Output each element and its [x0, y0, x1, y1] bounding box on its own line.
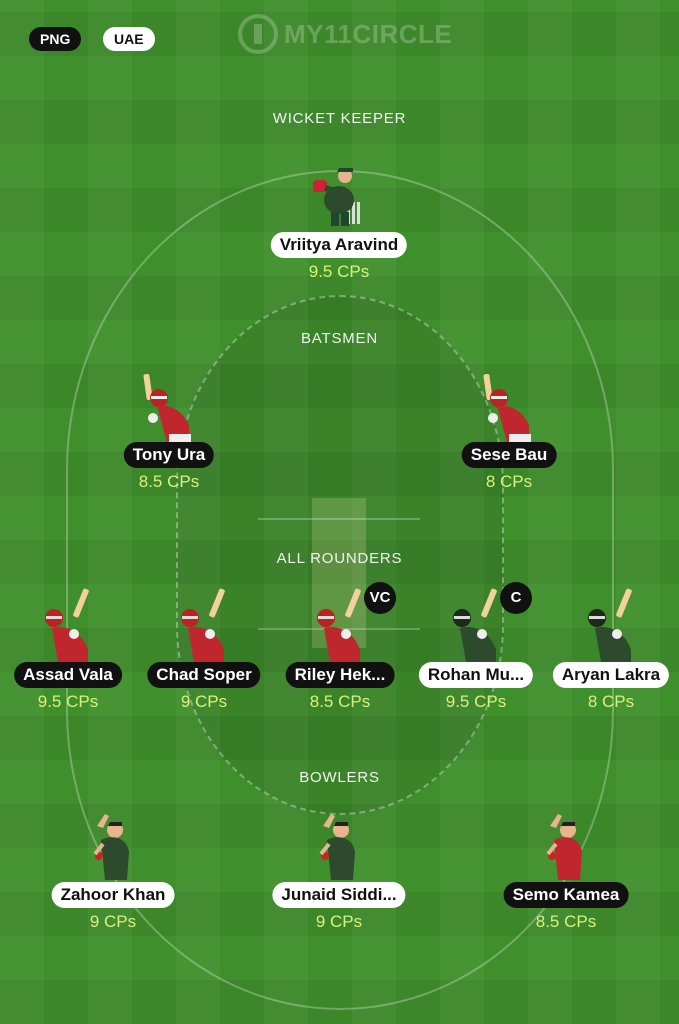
brand-watermark-text: MY11CIRCLE — [284, 18, 453, 49]
player-figure — [317, 588, 361, 662]
player-points: 9 CPs — [89, 912, 137, 931]
section-title-bowlers: BOWLERS — [299, 769, 380, 786]
allrounder-icon — [446, 588, 506, 668]
player-name: Zahoor Khan — [51, 882, 175, 908]
player-name: Rohan Mu... — [418, 662, 534, 688]
player-figure — [181, 588, 225, 662]
crease-line — [258, 518, 420, 520]
player-points: 9.5 CPs — [445, 692, 507, 711]
captain-badge: C — [500, 582, 532, 614]
player-figure — [45, 588, 89, 662]
brand-watermark: MY11CIRCLE — [238, 14, 452, 54]
player-name: Assad Vala — [14, 662, 122, 688]
player-figure — [143, 373, 191, 442]
player-points: 9.5 CPs — [308, 262, 370, 281]
allrounder-icon — [38, 588, 98, 668]
player-name: Sese Bau — [461, 442, 557, 468]
player-figure — [313, 168, 360, 226]
team-tag-png[interactable]: PNG — [29, 27, 82, 51]
player-name: Chad Soper — [147, 662, 261, 688]
player-figure — [453, 588, 497, 662]
batsman-icon — [479, 368, 539, 448]
section-title-all-rounders: ALL ROUNDERS — [276, 550, 403, 567]
player-points: 9 CPs — [180, 692, 228, 711]
player-points: 8 CPs — [485, 472, 533, 491]
team-tag-uae[interactable]: UAE — [103, 27, 155, 51]
bowler-icon — [83, 808, 143, 888]
player-points: 8.5 CPs — [138, 472, 200, 491]
player-points: 8.5 CPs — [535, 912, 597, 931]
player-figure — [483, 373, 531, 442]
vice-captain-badge: VC — [364, 582, 396, 614]
player-figure — [588, 588, 632, 662]
section-title-wicket-keeper: WICKET KEEPER — [272, 110, 407, 127]
player-figure — [319, 814, 355, 880]
section-title-batsmen: BATSMEN — [301, 330, 378, 347]
allrounder-icon — [174, 588, 234, 668]
player-figure — [546, 814, 582, 880]
allrounder-icon — [310, 588, 370, 668]
allrounder-icon — [581, 588, 641, 668]
player-name: Tony Ura — [123, 442, 215, 468]
player-points: 9 CPs — [315, 912, 363, 931]
player-points: 9.5 CPs — [37, 692, 99, 711]
player-name: Semo Kamea — [503, 882, 629, 908]
batsman-icon — [139, 368, 199, 448]
brand-logo-icon — [238, 14, 278, 54]
player-name: Riley Hek... — [285, 662, 395, 688]
player-name: Junaid Siddi... — [272, 882, 406, 908]
keeper-icon — [309, 158, 369, 238]
bowler-icon — [536, 808, 596, 888]
player-points: 8 CPs — [587, 692, 635, 711]
player-name: Aryan Lakra — [552, 662, 670, 688]
inner-circle — [176, 295, 504, 815]
bowler-icon — [309, 808, 369, 888]
player-name: Vriitya Aravind — [270, 232, 408, 258]
player-points: 8.5 CPs — [309, 692, 371, 711]
player-figure — [93, 814, 129, 880]
